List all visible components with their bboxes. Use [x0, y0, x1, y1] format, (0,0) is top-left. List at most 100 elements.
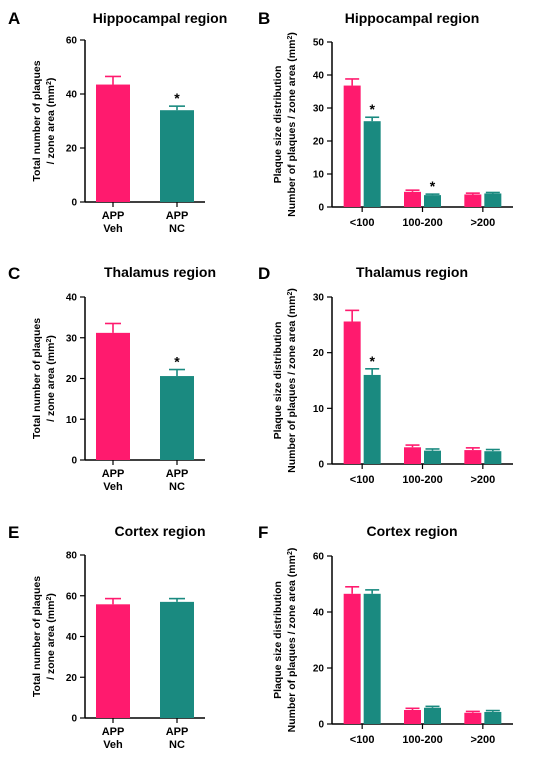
y-axis-label: Plaque size distribution Number of plaque…	[272, 548, 298, 733]
y-tick-label: 10	[66, 415, 78, 426]
y-tick-label: 60	[313, 552, 325, 563]
panel-letter: B	[258, 9, 270, 28]
y-tick-label: 20	[313, 664, 325, 675]
y-axis-label-line2: / zone area (mm2)	[45, 593, 57, 680]
bar	[96, 84, 130, 202]
x-category-label: APP	[102, 210, 125, 222]
y-tick-label: 0	[71, 714, 77, 725]
y-tick-label: 40	[66, 293, 78, 304]
x-category-label: >200	[470, 474, 495, 486]
y-axis-label: Total number of plaques / zone area (mm2)	[31, 60, 57, 181]
x-category-label: APP	[166, 726, 189, 738]
bar	[424, 195, 441, 207]
panel-letter: A	[8, 9, 20, 28]
y-tick-label: 30	[66, 333, 78, 344]
y-tick-label: 10	[313, 170, 325, 181]
y-axis-label-line1: Total number of plaques	[31, 318, 43, 439]
bar	[160, 376, 194, 460]
x-category-label: NC	[169, 739, 185, 751]
panel-letter: C	[8, 264, 20, 283]
y-axis-label-line2: Number of plaques / zone area (mm2)	[286, 32, 298, 217]
y-axis-label: Plaque size distribution Number of plaque…	[272, 288, 298, 473]
x-category-label: Veh	[103, 481, 123, 493]
y-tick-label: 10	[313, 404, 325, 415]
y-tick-label: 30	[313, 293, 325, 304]
x-category-label: <100	[350, 217, 375, 229]
bar	[363, 121, 381, 207]
panel-b: B Hippocampal region 0 10 20 30 40 50 Plaque siz…	[258, 9, 513, 229]
bar	[363, 374, 381, 464]
y-axis-label-line2: / zone area (mm2)	[45, 335, 57, 422]
y-tick-label: 20	[66, 144, 78, 155]
y-axis-label: Plaque size distribution Number of plaque…	[272, 32, 298, 217]
x-category-label: <100	[350, 734, 375, 746]
bar	[160, 601, 194, 718]
bar	[343, 85, 361, 207]
panel-a: A Hippocampal region 0 20 40 60 Total number o…	[8, 9, 227, 235]
x-category-label: Veh	[103, 223, 123, 235]
y-axis-label-line2: Number of plaques / zone area (mm2)	[286, 288, 298, 473]
significance-marker: *	[174, 354, 180, 370]
panel-letter: D	[258, 264, 270, 283]
significance-marker: *	[369, 101, 375, 117]
panel-e: E Cortex region 0 20 40 60 80 Total number of p…	[8, 523, 206, 751]
bar	[343, 321, 361, 464]
panel-letter: F	[258, 523, 268, 542]
bar	[404, 710, 421, 724]
panel-f: F Cortex region 0 20 40 60 Plaque size distrib…	[258, 523, 513, 746]
panel-d: D Thalamus region 0 10 20 30 Plaque size distr…	[258, 264, 513, 486]
y-axis-label-line1: Total number of plaques	[31, 576, 43, 697]
bar	[424, 707, 441, 724]
y-tick-label: 0	[71, 456, 77, 467]
significance-marker: *	[174, 90, 180, 106]
y-tick-label: 0	[71, 198, 77, 209]
x-category-label: APP	[102, 726, 125, 738]
x-category-label: 100-200	[402, 734, 442, 746]
y-tick-label: 30	[313, 104, 325, 115]
bar	[484, 711, 502, 724]
bar	[96, 332, 130, 460]
x-category-label: >200	[470, 734, 495, 746]
bar	[343, 593, 361, 724]
bar	[404, 191, 421, 207]
bar	[484, 193, 502, 207]
x-category-label: APP	[166, 468, 189, 480]
panel-letter: E	[8, 523, 19, 542]
x-category-label: 100-200	[402, 474, 442, 486]
y-tick-label: 60	[66, 36, 78, 47]
panel-title: Thalamus region	[104, 264, 216, 280]
y-tick-label: 40	[66, 632, 78, 643]
bar	[363, 593, 381, 724]
x-category-label: >200	[470, 217, 495, 229]
x-category-label: NC	[169, 223, 185, 235]
x-category-label: APP	[102, 468, 125, 480]
bar	[464, 450, 482, 464]
x-category-label: Veh	[103, 739, 123, 751]
panel-c: C Thalamus region 0 10 20 30 40 Total number of…	[8, 264, 216, 493]
x-category-label: NC	[169, 481, 185, 493]
significance-marker: *	[430, 178, 436, 194]
y-axis-label-line1: Plaque size distribution	[272, 322, 284, 440]
panel-title: Hippocampal region	[345, 10, 480, 26]
bar	[160, 110, 194, 202]
y-tick-label: 80	[66, 551, 78, 562]
y-tick-label: 0	[318, 460, 324, 471]
panel-title: Cortex region	[366, 523, 457, 539]
bar	[404, 447, 421, 464]
y-tick-label: 20	[313, 137, 325, 148]
y-axis-label-line1: Plaque size distribution	[272, 581, 284, 699]
y-tick-label: 40	[313, 71, 325, 82]
significance-marker: *	[369, 353, 375, 369]
y-tick-label: 50	[313, 38, 325, 49]
y-axis-label-line2: / zone area (mm2)	[45, 78, 57, 165]
panel-title: Hippocampal region	[93, 10, 228, 26]
y-tick-label: 20	[66, 374, 78, 385]
bar	[96, 604, 130, 718]
y-axis-label: Total number of plaques / zone area (mm2)	[31, 576, 57, 697]
y-tick-label: 0	[318, 203, 324, 214]
y-tick-label: 40	[313, 608, 325, 619]
x-category-label: <100	[350, 474, 375, 486]
bar	[424, 450, 441, 464]
panel-title: Cortex region	[114, 523, 205, 539]
